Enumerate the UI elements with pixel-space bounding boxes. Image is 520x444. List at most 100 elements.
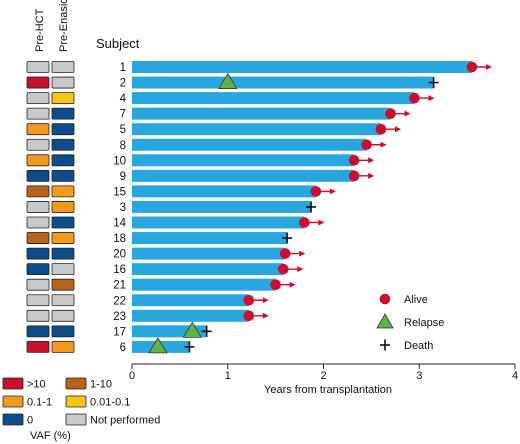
vaf-legend-swatch-6: [65, 413, 87, 426]
vaf-cell-6-pre-enasidenib: [51, 340, 75, 353]
vaf-cell-22-pre-hct: [26, 294, 50, 307]
alive-marker-22: [243, 294, 255, 306]
ongoing-arrow-head: [428, 95, 435, 102]
ongoing-arrow-head: [368, 172, 375, 179]
vaf-legend-label: Not performed: [90, 415, 160, 427]
subject-label: 9: [120, 171, 126, 183]
subject-label: 5: [120, 124, 126, 136]
subject-label: 21: [113, 280, 126, 292]
vaf-grid: [26, 61, 75, 353]
bar-subject-20: [132, 247, 286, 260]
alive-marker-8: [361, 139, 372, 151]
bar-subject-1: [132, 61, 472, 73]
ongoing-arrow-head: [299, 250, 306, 257]
vaf-legend-label: 1-10: [90, 379, 112, 391]
alive-marker-7: [385, 108, 396, 119]
vaf-cell-14-pre-hct: [26, 216, 50, 229]
vaf-cell-21-pre-hct: [26, 278, 50, 291]
relapse-marker-6: [148, 337, 168, 354]
legend-alive-label: Alive: [404, 294, 428, 306]
vaf-cell-5-pre-enasidenib: [51, 123, 75, 136]
subject-labels: 1 2 4 7 5 8 10 9 15 3 14 18 20 16 21 22 23 17 6: [113, 62, 126, 354]
vaf-cell-14-pre-enasidenib: [51, 216, 75, 229]
vaf-cell-1-pre-hct: [26, 61, 50, 73]
vaf-cell-17-pre-enasidenib: [51, 325, 75, 338]
vaf-legend-swatch-4: [65, 395, 87, 408]
bar-subject-9: [132, 169, 355, 182]
vaf-cell-7-pre-hct: [26, 107, 50, 120]
subject-label: 2: [120, 78, 126, 90]
alive-marker-9: [348, 170, 360, 182]
ongoing-arrow-head: [485, 64, 492, 70]
vaf-cell-2-pre-enasidenib: [51, 76, 75, 89]
bar-subject-5: [132, 123, 381, 136]
vaf-cell-23-pre-hct: [26, 309, 50, 322]
subject-label: 3: [120, 202, 126, 214]
alive-marker-4: [409, 92, 420, 104]
alive-marker-5: [375, 123, 387, 135]
x-tick-label: 4: [512, 370, 518, 382]
x-tick-label: 0: [129, 370, 135, 382]
x-tick-label: 2: [320, 370, 326, 382]
vaf-cell-7-pre-enasidenib: [51, 107, 75, 120]
vaf-legend: VAF (%) >10 1-10 0.1-1 0.01-0.1 0 Not perform…: [2, 377, 160, 442]
subject-label: 6: [120, 342, 126, 354]
vaf-cell-22-pre-enasidenib: [51, 294, 75, 307]
vaf-cell-16-pre-enasidenib: [51, 263, 75, 276]
subject-label: 10: [113, 155, 126, 167]
alive-marker-20: [279, 248, 291, 259]
bar-subject-16: [132, 263, 284, 276]
ongoing-arrow-head: [329, 188, 336, 195]
column-header-pre-enasidenib: Pre-Enasidenib: [58, 0, 70, 52]
alive-marker-1: [466, 61, 478, 73]
vaf-cell-8-pre-hct: [26, 138, 50, 151]
vaf-cell-18-pre-enasidenib: [51, 232, 75, 244]
legend-alive-marker: [379, 293, 391, 305]
bar-subject-15: [132, 185, 316, 198]
legend-death-label: Death: [404, 340, 433, 352]
column-header-pre-hct: Pre-HCT: [34, 8, 46, 52]
ongoing-arrow-head: [297, 266, 304, 273]
bar-subject-21: [132, 278, 276, 291]
alive-marker-10: [348, 155, 360, 166]
ongoing-arrow-head: [394, 126, 401, 133]
vaf-cell-10-pre-hct: [26, 154, 50, 167]
bar-subject-8: [132, 138, 367, 151]
vaf-cell-18-pre-hct: [26, 232, 50, 244]
vaf-cell-20-pre-enasidenib: [51, 247, 75, 260]
vaf-cell-3-pre-hct: [26, 201, 50, 213]
bars: [132, 61, 472, 353]
bar-subject-4: [132, 92, 415, 105]
bar-subject-7: [132, 107, 391, 120]
subject-label: 1: [120, 62, 126, 74]
bar-subject-23: [132, 309, 249, 322]
subject-header: Subject: [96, 36, 140, 51]
ongoing-arrow-head: [404, 110, 411, 117]
alive-marker-16: [277, 263, 289, 275]
x-tick-label: 1: [225, 370, 231, 382]
vaf-cell-10-pre-enasidenib: [51, 154, 75, 167]
ongoing-arrow-head: [380, 141, 387, 148]
vaf-legend-label: 0.1-1: [27, 397, 52, 409]
ongoing-arrow-head: [368, 157, 375, 164]
bar-subject-22: [132, 294, 249, 307]
vaf-cell-15-pre-enasidenib: [51, 185, 75, 198]
vaf-legend-swatch-3: [2, 395, 24, 408]
subject-label: 7: [120, 109, 126, 121]
legend-relapse-label: Relapse: [404, 317, 444, 329]
ongoing-arrow-head: [318, 219, 325, 226]
vaf-cell-4-pre-hct: [26, 92, 50, 104]
outcome-legend: Alive Relapse Death: [376, 293, 444, 352]
vaf-cell-16-pre-hct: [26, 263, 50, 276]
alive-marker-21: [270, 279, 281, 291]
ongoing-arrow-head: [289, 281, 296, 288]
vaf-cell-8-pre-enasidenib: [51, 138, 75, 151]
vaf-cell-3-pre-enasidenib: [51, 201, 75, 213]
vaf-cell-21-pre-enasidenib: [51, 278, 75, 291]
bar-subject-14: [132, 216, 305, 229]
alive-marker-14: [299, 217, 310, 228]
vaf-cell-20-pre-hct: [26, 247, 50, 260]
ongoing-arrow-head: [262, 312, 269, 319]
subject-label: 8: [120, 140, 126, 152]
